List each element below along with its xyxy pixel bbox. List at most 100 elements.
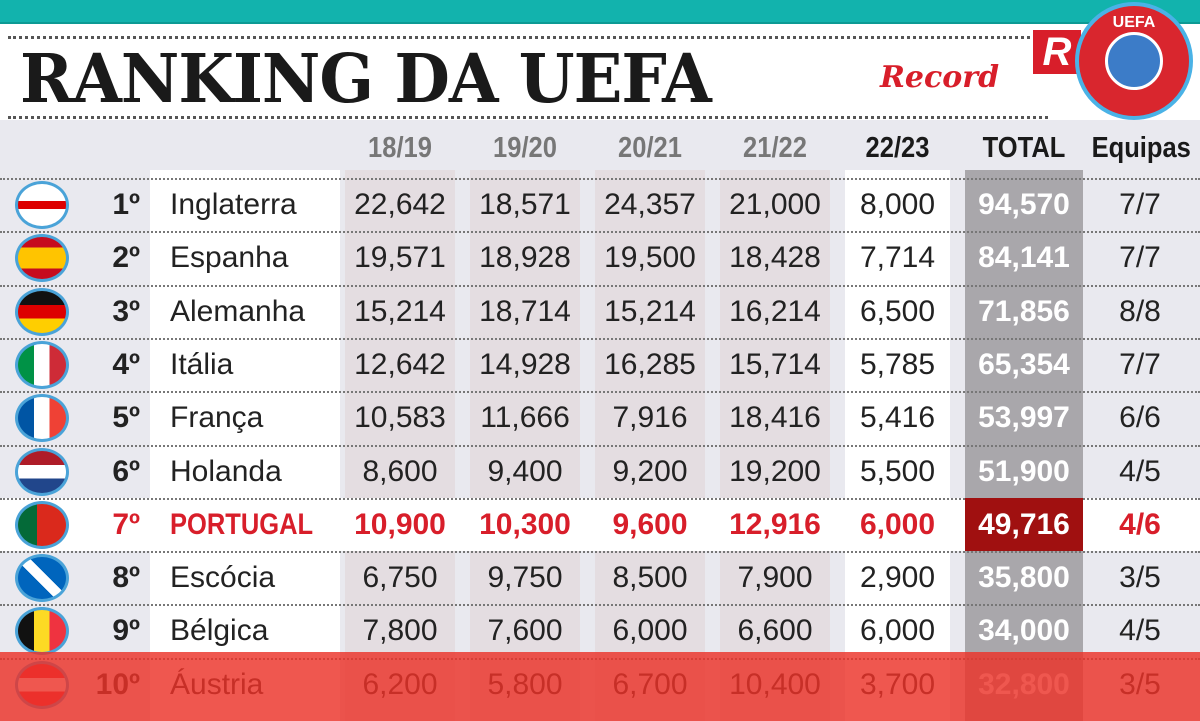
rank: 6º xyxy=(112,454,140,488)
table-row: 4º Itália 12,642 14,928 16,285 15,714 5,785 65,… xyxy=(0,337,1200,391)
total-points: 65,354 xyxy=(978,347,1070,381)
season-points: 5,416 xyxy=(859,401,936,435)
country-name: França xyxy=(170,401,264,435)
page-title: RANKING DA UEFA xyxy=(20,40,712,119)
row-divider xyxy=(0,284,1200,287)
row-divider xyxy=(0,337,1200,340)
season-points: 10,300 xyxy=(479,507,571,541)
season-points: 8,000 xyxy=(859,188,936,221)
season-points: 6,750 xyxy=(362,561,438,595)
rank: 1º xyxy=(112,188,140,221)
column-header: Equipas xyxy=(1091,132,1191,164)
season-points: 18,714 xyxy=(479,294,571,328)
country-name: Holanda xyxy=(170,454,282,488)
total-points: 94,570 xyxy=(978,188,1070,221)
column-header: 22/23 xyxy=(865,132,930,164)
teams-count: 4/5 xyxy=(1119,454,1161,488)
country-name: PORTUGAL xyxy=(170,507,314,541)
season-points: 10,583 xyxy=(354,401,446,435)
germany-flag-icon xyxy=(15,287,69,336)
divider xyxy=(8,36,1048,39)
column-header: 21/22 xyxy=(743,132,807,164)
total-points: 84,141 xyxy=(978,241,1070,275)
row-divider xyxy=(0,497,1200,500)
teams-count: 7/7 xyxy=(1119,347,1161,381)
season-points: 6,000 xyxy=(859,507,936,541)
table-row: 7º PORTUGAL 10,900 10,300 9,600 12,916 6,000 49… xyxy=(0,497,1200,551)
column-header: 20/21 xyxy=(618,132,682,164)
season-points: 5,500 xyxy=(859,454,936,488)
table-row: 9º Bélgica 7,800 7,600 6,000 6,600 6,000 34,000… xyxy=(0,604,1200,657)
table-row: 6º Holanda 8,600 9,400 9,200 19,200 5,500 51,90… xyxy=(0,444,1200,498)
total-points: 71,856 xyxy=(978,294,1070,328)
column-header: TOTAL xyxy=(982,132,1066,164)
spain-flag-icon xyxy=(15,234,69,283)
italy-flag-icon xyxy=(15,340,69,389)
season-points: 7,916 xyxy=(612,401,688,435)
total-points: 53,997 xyxy=(978,401,1070,435)
table-row: 5º França 10,583 11,666 7,916 18,416 5,416 53,9… xyxy=(0,391,1200,444)
row-divider xyxy=(0,551,1200,554)
netherlands-flag-icon xyxy=(15,447,69,496)
teams-count: 8/8 xyxy=(1119,294,1161,328)
row-divider xyxy=(0,231,1200,234)
season-points: 15,214 xyxy=(354,294,446,328)
teams-count: 7/7 xyxy=(1119,188,1161,221)
record-r-logo: R xyxy=(1033,30,1081,74)
portugal-flag-icon xyxy=(15,500,69,549)
row-divider xyxy=(0,444,1200,447)
season-points: 22,642 xyxy=(354,188,446,221)
teams-count: 3/5 xyxy=(1119,561,1161,595)
uefa-logo: UEFA xyxy=(1075,2,1193,120)
table-row: 2º Espanha 19,571 18,928 19,500 18,428 7,714 84… xyxy=(0,231,1200,284)
season-points: 9,200 xyxy=(612,454,688,488)
bottom-red-overlay xyxy=(0,652,1200,721)
table-row: 3º Alemanha 15,214 18,714 15,214 16,214 6,500 7… xyxy=(0,284,1200,338)
teams-count: 7/7 xyxy=(1119,241,1161,275)
country-name: Escócia xyxy=(170,561,276,595)
season-points: 5,785 xyxy=(859,347,936,381)
season-points: 19,500 xyxy=(604,241,696,275)
season-points: 7,714 xyxy=(859,241,936,275)
season-points: 18,571 xyxy=(479,188,571,221)
season-points: 10,900 xyxy=(354,507,446,541)
season-points: 12,916 xyxy=(729,507,821,541)
season-points: 7,600 xyxy=(487,614,563,648)
table-row: 8º Escócia 6,750 9,750 8,500 7,900 2,900 35,800… xyxy=(0,551,1200,604)
row-divider xyxy=(0,604,1200,607)
season-points: 6,000 xyxy=(859,614,936,648)
column-header: 19/20 xyxy=(493,132,557,164)
season-points: 15,214 xyxy=(604,294,696,328)
season-points: 12,642 xyxy=(354,347,446,381)
rank: 5º xyxy=(112,401,140,435)
season-points: 16,285 xyxy=(604,347,696,381)
england-flag-icon xyxy=(15,181,69,229)
season-points: 14,928 xyxy=(479,347,571,381)
season-points: 18,428 xyxy=(729,241,821,275)
season-points: 9,750 xyxy=(487,561,563,595)
season-points: 16,214 xyxy=(729,294,821,328)
rank: 3º xyxy=(112,294,140,328)
season-points: 18,416 xyxy=(729,401,821,435)
season-points: 6,000 xyxy=(612,614,688,648)
scotland-flag-icon xyxy=(15,554,69,603)
country-name: Alemanha xyxy=(170,294,306,328)
season-points: 9,400 xyxy=(487,454,563,488)
row-divider xyxy=(0,391,1200,394)
season-points: 7,800 xyxy=(362,614,438,648)
country-name: Itália xyxy=(170,347,234,381)
country-name: Bélgica xyxy=(170,614,269,648)
season-points: 6,600 xyxy=(737,614,813,648)
record-brand-logo: Record xyxy=(880,60,1000,95)
rank: 2º xyxy=(112,241,140,275)
rank: 4º xyxy=(112,347,140,381)
season-points: 15,714 xyxy=(729,347,821,381)
total-points: 34,000 xyxy=(978,614,1070,648)
total-points: 35,800 xyxy=(978,561,1070,595)
france-flag-icon xyxy=(15,394,69,443)
country-name: Espanha xyxy=(170,241,289,275)
table-row: 1º Inglaterra 22,642 18,571 24,357 21,000 8,00… xyxy=(0,178,1200,231)
season-points: 2,900 xyxy=(859,561,936,595)
total-points: 51,900 xyxy=(978,454,1070,488)
season-points: 19,571 xyxy=(354,241,446,275)
